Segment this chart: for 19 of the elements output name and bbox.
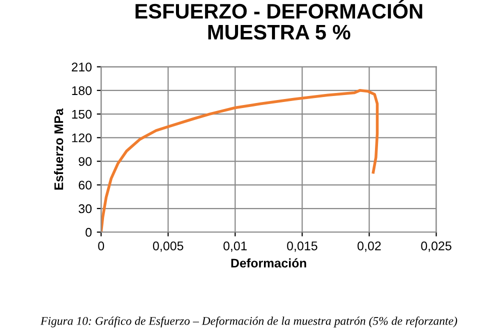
text: Figura 10: Gráfico de Esfuerzo – Deformación de la muestra patrón (5% de reforzante)	[40, 316, 458, 328]
x-tick-label: 0,01	[223, 241, 247, 252]
x-tick-label: 0,005	[152, 241, 184, 252]
y-tick-label: 120	[72, 133, 92, 142]
x-tick-label: 0,015	[287, 241, 318, 252]
y-tick-label: 60	[78, 180, 92, 190]
y-tick-label: 0	[86, 228, 92, 237]
chart-title: ESFUERZO - DEFORMACIÓN MUESTRA 5 %	[136, 0, 422, 40]
x-axis-title: Deformación	[231, 258, 306, 268]
y-tick-label: 150	[72, 110, 92, 119]
line-series	[101, 89, 379, 232]
y-tick-label: 90	[78, 157, 92, 166]
y-tick-label: 210	[72, 62, 92, 72]
y-tick-label: 180	[72, 86, 92, 96]
x-tick-label: 0	[98, 241, 104, 250]
x-tick-label: 0,02	[358, 241, 381, 252]
y-tick-label: 30	[78, 204, 92, 214]
y-axis-title: Esfuerzo MPa	[54, 108, 64, 190]
x-tick-label: 0,025	[421, 241, 452, 252]
